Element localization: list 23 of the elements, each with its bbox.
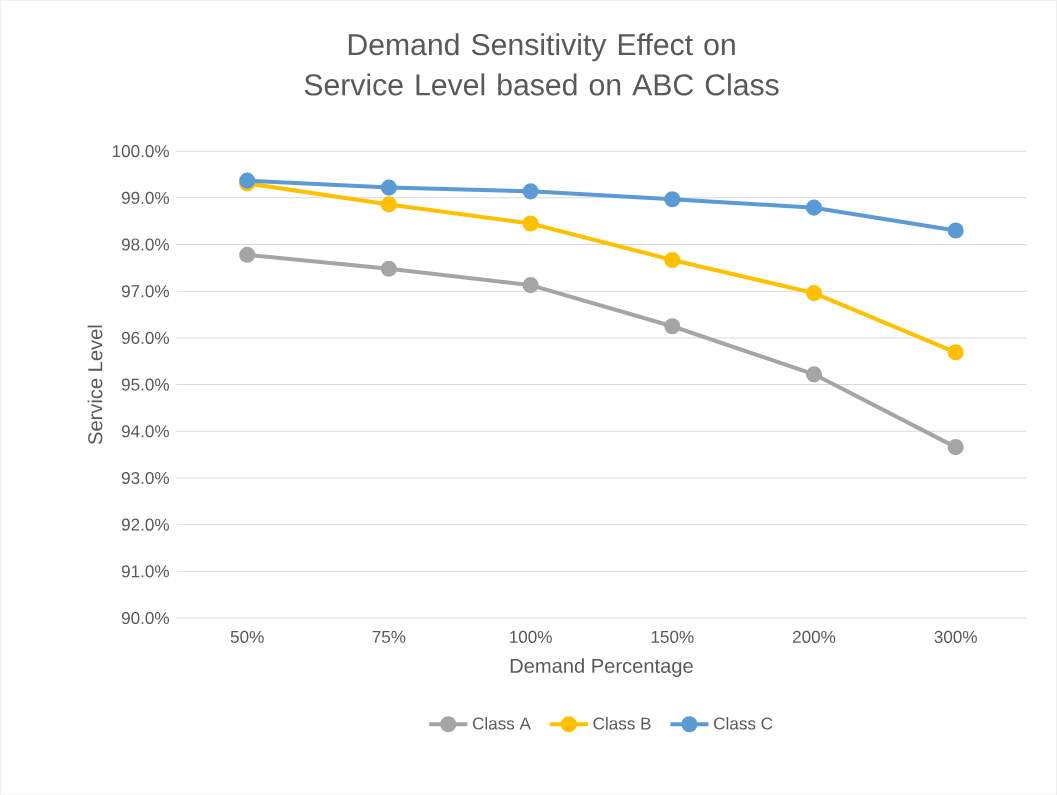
x-tick-label: 75% — [372, 630, 406, 643]
x-tick-label: 50% — [230, 630, 264, 643]
y-tick-label: 95.0% — [121, 378, 169, 391]
x-tick-label: 200% — [792, 630, 836, 643]
y-tick-label: 100.0% — [112, 144, 169, 158]
y-tick-label: 98.0% — [121, 238, 169, 251]
y-tick-label: 90.0% — [121, 611, 169, 624]
y-tick-label: 96.0% — [121, 331, 169, 344]
x-axis-title: Demand Percentage — [510, 657, 693, 677]
chart-title: Demand Sensitivity Effect on Service Level based on ABC Class — [304, 32, 779, 96]
y-tick-label: 97.0% — [121, 284, 169, 298]
x-tick-label: 100% — [510, 630, 552, 643]
x-tick-label: 300% — [934, 630, 977, 643]
y-tick-label: 99.0% — [121, 191, 169, 204]
x-tick-label: 150% — [651, 630, 694, 643]
y-tick-label: 92.0% — [121, 518, 169, 531]
y-tick-label: 93.0% — [121, 471, 169, 484]
y-axis-title: Service Level — [87, 325, 103, 444]
legend-label: Class C — [714, 716, 773, 730]
legend-label: Class A — [472, 716, 531, 730]
y-tick-label: 94.0% — [121, 425, 169, 438]
y-tick-label: 91.0% — [121, 565, 169, 578]
legend-label: Class B — [593, 716, 651, 730]
